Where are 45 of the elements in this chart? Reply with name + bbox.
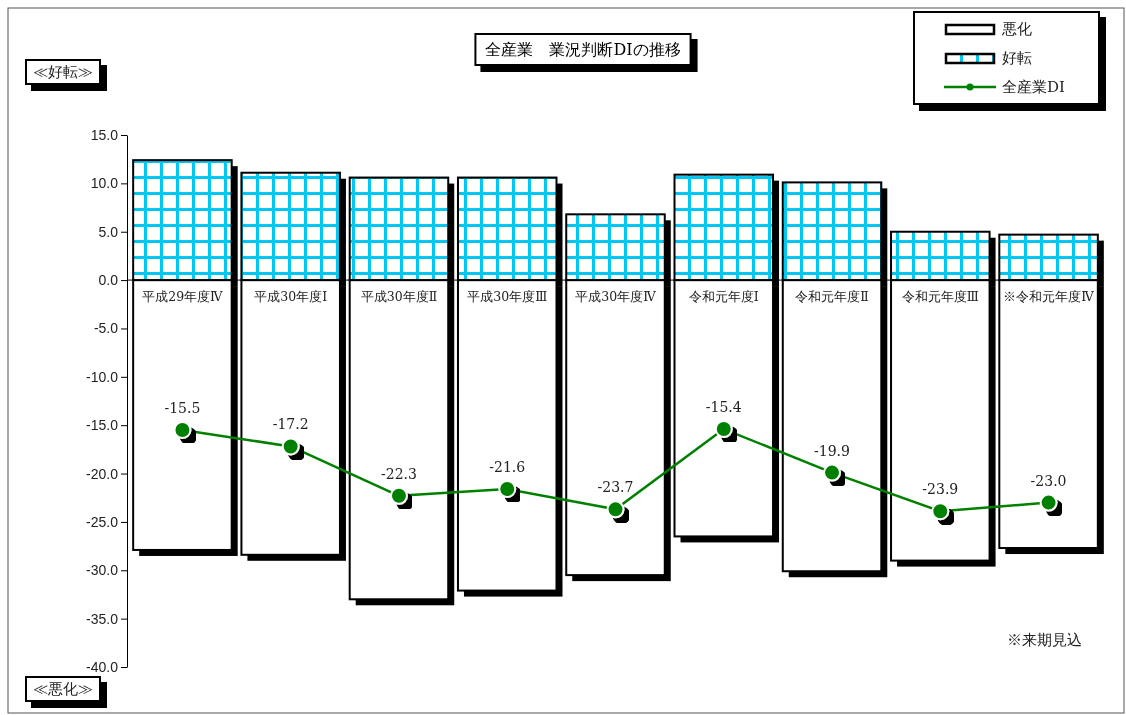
data-label: -23.0 xyxy=(1030,472,1067,489)
y-tick-label: -5.0 xyxy=(93,320,119,337)
y-tick-label: 10.0 xyxy=(90,175,119,192)
point xyxy=(173,421,192,439)
point xyxy=(1039,493,1058,512)
x-tick-label: 令和元年度Ⅱ xyxy=(795,289,869,305)
legend-label: 好転 xyxy=(1002,49,1032,67)
legend-label: 悪化 xyxy=(1001,20,1032,38)
point xyxy=(498,480,517,498)
y-tick-label: -30.0 xyxy=(86,562,119,579)
data-label: -21.6 xyxy=(489,459,526,476)
y-tick-label: -20.0 xyxy=(86,465,119,482)
x-tick-label: 平成30年度Ⅲ xyxy=(467,289,548,305)
data-label: -19.9 xyxy=(814,442,850,459)
x-tick-label: 平成29年度Ⅳ xyxy=(142,289,224,305)
point xyxy=(606,500,625,519)
x-tick-label: 平成30年度Ⅳ xyxy=(575,289,657,305)
text: ≪悪化≫ xyxy=(33,680,93,698)
y-tick-label: -35.0 xyxy=(86,610,119,627)
text: ≪好転≫ xyxy=(33,63,93,81)
data-label: -23.7 xyxy=(597,479,634,496)
y-tick-label: -40.0 xyxy=(86,658,119,675)
chart-title: 全産業 業況判断DIの推移 xyxy=(485,40,681,59)
point xyxy=(931,502,950,521)
y-tick-label: 0.0 xyxy=(98,272,119,289)
y-tick-label: 15.0 xyxy=(90,126,119,143)
data-label: -15.4 xyxy=(705,399,742,416)
y-tick-label: -10.0 xyxy=(86,368,119,385)
x-tick-label: 令和元年度Ⅲ xyxy=(901,289,979,305)
x-tick-label: 令和元年度Ⅰ xyxy=(688,289,759,305)
point xyxy=(389,486,408,505)
x-tick-label: 平成30年度Ⅰ xyxy=(254,289,328,305)
x-tick-label: 平成30年度Ⅱ xyxy=(360,289,438,305)
annotation: ※来期見込 xyxy=(1006,631,1082,649)
legend-label: 全産業DI xyxy=(1002,78,1066,96)
data-label: -15.5 xyxy=(164,400,201,417)
y-tick-label: -25.0 xyxy=(86,513,119,530)
data-label: -22.3 xyxy=(381,465,417,482)
x-tick-label: ※令和元年度Ⅳ xyxy=(1003,289,1095,305)
point xyxy=(281,437,300,456)
y-tick-label: 5.0 xyxy=(98,223,119,240)
y-tick-label: -15.0 xyxy=(86,417,119,434)
data-label: -17.2 xyxy=(272,416,309,433)
point xyxy=(823,463,842,482)
data-label: -23.9 xyxy=(922,481,959,498)
